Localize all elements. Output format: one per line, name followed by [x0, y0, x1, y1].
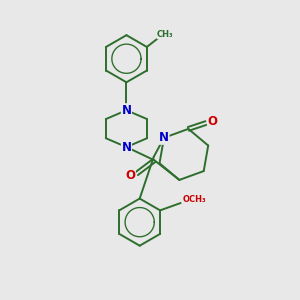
Text: OCH₃: OCH₃ [182, 195, 206, 204]
Text: O: O [125, 169, 135, 182]
Text: N: N [122, 104, 131, 117]
Text: O: O [208, 115, 218, 128]
Text: CH₃: CH₃ [157, 30, 174, 39]
Text: N: N [159, 131, 169, 144]
Text: N: N [122, 141, 131, 154]
